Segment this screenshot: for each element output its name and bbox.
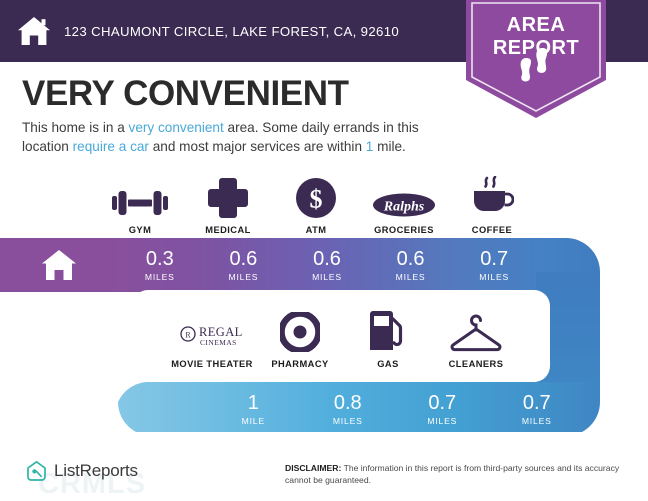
distance-cell: 0.7 MILES xyxy=(395,382,490,436)
amenity-label: ATM xyxy=(305,225,327,235)
ralphs-logo-icon: Ralphs xyxy=(373,176,435,218)
distance-cell: 0.3 MILES xyxy=(118,238,202,292)
distance-unit: MILES xyxy=(332,415,363,426)
distance-cell: 0.6 MILES xyxy=(369,238,453,292)
amenity-cleaners: CLEANERS xyxy=(432,310,520,369)
amenity-label: GAS xyxy=(377,359,399,369)
summary-part-2: area. Some daily errands in this locatio… xyxy=(22,120,419,154)
listreports-logo-text: ListReports xyxy=(54,461,138,480)
house-icon xyxy=(18,17,50,45)
distance-cell: 0.7 MILES xyxy=(490,382,585,436)
header-address: 123 CHAUMONT CIRCLE, LAKE FOREST, CA, 92… xyxy=(64,23,400,39)
distance-unit: MILES xyxy=(312,271,342,282)
summary-highlight-2: require a car xyxy=(72,139,149,154)
svg-text:$: $ xyxy=(310,185,323,214)
amenity-movie-theater: R REGAL CINEMAS MOVIE THEATER xyxy=(168,310,256,369)
distance-unit: MILES xyxy=(521,415,552,426)
distance-unit: MILES xyxy=(144,271,175,282)
amenity-label: CLEANERS xyxy=(448,359,504,369)
distance-value: 0.8 xyxy=(333,391,362,414)
dollar-circle-icon: $ xyxy=(296,176,336,218)
distance-cell: 0.6 MILES xyxy=(202,238,286,292)
amenity-label: MEDICAL xyxy=(205,225,251,235)
distance-cell: 0.6 MILES xyxy=(285,238,369,292)
distance-cell: 0.7 MILES xyxy=(452,238,536,292)
summary-part-4: mile. xyxy=(373,139,406,154)
distance-value: 0.7 xyxy=(480,247,509,270)
amenity-coffee: COFFEE xyxy=(448,176,536,235)
distance-unit: MILE xyxy=(241,415,265,426)
distance-value: 0.3 xyxy=(145,247,174,270)
distance-value: 0.6 xyxy=(396,247,425,270)
svg-text:CINEMAS: CINEMAS xyxy=(200,338,237,347)
svg-text:Ralphs: Ralphs xyxy=(383,200,425,215)
distance-unit: MILES xyxy=(427,415,458,426)
disclaimer: DISCLAIMER: The information in this repo… xyxy=(285,462,633,486)
distance-values-row-2: 1 MILE 0.8 MILES 0.7 MILES 0.7 MILES xyxy=(206,382,584,436)
page-title: VERY CONVENIENT xyxy=(22,74,349,113)
amenity-label: GYM xyxy=(128,225,152,235)
amenity-pharmacy: PHARMACY xyxy=(256,310,344,369)
distance-value: 0.7 xyxy=(428,391,457,414)
medical-cross-icon xyxy=(208,176,248,218)
amenity-label: GROCERIES xyxy=(374,225,434,235)
regal-cinemas-logo-icon: R REGAL CINEMAS xyxy=(179,310,245,352)
listreports-logo: ListReports xyxy=(26,460,138,482)
amenity-groceries: Ralphs GROCERIES xyxy=(360,176,448,235)
amenity-medical: MEDICAL xyxy=(184,176,272,235)
footprints-icon xyxy=(520,48,548,82)
amenity-label: PHARMACY xyxy=(271,359,329,369)
area-report-badge: AREA REPORT xyxy=(466,0,606,118)
summary-text: This home is in a very convenient area. … xyxy=(22,118,462,156)
gas-pump-icon xyxy=(368,310,408,352)
svg-text:R: R xyxy=(185,331,191,340)
listreports-house-tag-icon xyxy=(27,460,46,481)
amenity-icon-row-2: R REGAL CINEMAS MOVIE THEATER PHARMACY xyxy=(168,310,520,369)
summary-highlight-3: 1 xyxy=(365,139,374,154)
house-icon xyxy=(42,250,76,280)
amenity-icon-row-1: GYM MEDICAL $ ATM Ralp xyxy=(96,176,536,235)
distance-value: 0.6 xyxy=(313,247,341,270)
amenity-gas: GAS xyxy=(344,310,432,369)
target-bullseye-icon xyxy=(280,310,320,352)
distance-cell: 1 MILE xyxy=(206,382,301,436)
distance-value: 0.7 xyxy=(522,391,551,414)
summary-part-3: and most major services are within xyxy=(148,139,366,154)
distance-unit: MILES xyxy=(479,271,510,282)
distance-unit: MILES xyxy=(395,271,426,282)
disclaimer-label: DISCLAIMER: xyxy=(285,463,342,473)
svg-text:REGAL: REGAL xyxy=(199,325,243,339)
distance-values-row-1: 0.3 MILES 0.6 MILES 0.6 MILES 0.6 MILES … xyxy=(118,238,536,292)
disclaimer-text: The information in this report is from t… xyxy=(285,463,620,485)
amenity-label: COFFEE xyxy=(471,225,513,235)
crmls-watermark: CRMLS xyxy=(38,468,147,500)
distance-cell: 0.8 MILES xyxy=(301,382,396,436)
distance-unit: MILES xyxy=(228,271,259,282)
distance-value: 0.6 xyxy=(229,247,258,270)
coffee-cup-icon xyxy=(470,176,514,218)
clothes-hanger-icon xyxy=(449,310,503,352)
summary-part-1: This home is in a xyxy=(22,120,129,135)
row-2-icon-panel xyxy=(132,290,550,382)
amenity-atm: $ ATM xyxy=(272,176,360,235)
summary-highlight-1: very convenient xyxy=(128,120,224,135)
amenity-label: MOVIE THEATER xyxy=(171,359,253,369)
amenity-gym: GYM xyxy=(96,176,184,235)
dumbbell-icon xyxy=(112,176,168,218)
distance-value: 1 xyxy=(247,391,259,414)
home-marker-cell xyxy=(0,238,118,292)
